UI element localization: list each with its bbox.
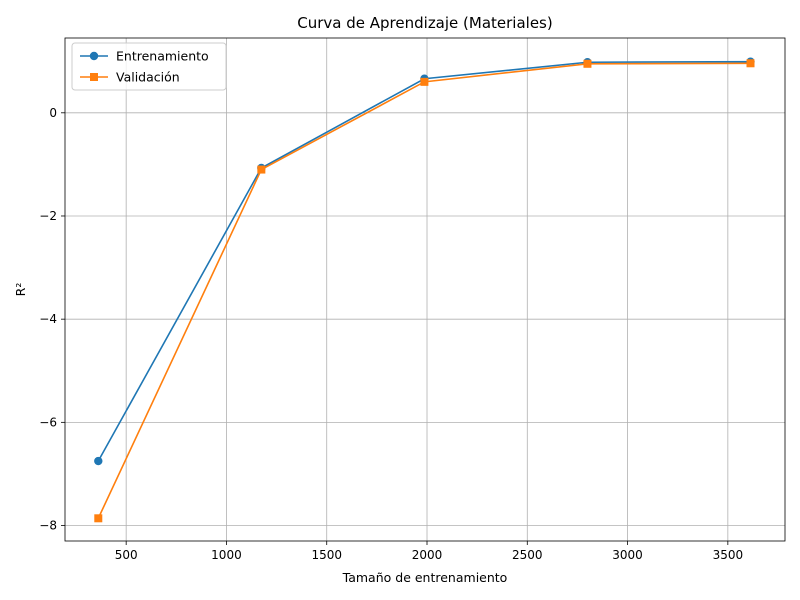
y-tick-label: −2 bbox=[39, 209, 57, 223]
legend: Entrenamiento Validación bbox=[71, 42, 227, 91]
y-axis-label: R² bbox=[13, 283, 28, 297]
legend-marker bbox=[90, 73, 98, 81]
data-point bbox=[94, 514, 103, 523]
chart-title: Curva de Aprendizaje (Materiales) bbox=[297, 14, 552, 32]
x-axis-ticks: 500 1000 1500 2000 2500 3000 3500 bbox=[115, 541, 743, 562]
y-tick-label: −4 bbox=[39, 312, 57, 326]
data-point bbox=[583, 59, 592, 68]
legend-marker bbox=[89, 51, 99, 61]
plot-frame bbox=[64, 37, 786, 542]
x-tick-label: 1000 bbox=[211, 548, 242, 562]
data-point bbox=[746, 59, 755, 68]
legend-box bbox=[71, 42, 227, 91]
y-tick-label: −6 bbox=[39, 415, 57, 429]
x-tick-label: 2500 bbox=[512, 548, 543, 562]
y-tick-label: 0 bbox=[49, 106, 57, 120]
series-layer bbox=[94, 57, 755, 523]
data-point bbox=[257, 165, 266, 174]
legend-label: Validación bbox=[116, 70, 180, 85]
x-tick-label: 2000 bbox=[412, 548, 443, 562]
data-point bbox=[94, 456, 103, 466]
grid-lines bbox=[65, 38, 785, 541]
x-tick-label: 1500 bbox=[311, 548, 342, 562]
x-tick-label: 500 bbox=[115, 548, 138, 562]
series-validacion bbox=[94, 59, 755, 523]
x-tick-label: 3000 bbox=[612, 548, 643, 562]
legend-label: Entrenamiento bbox=[116, 49, 209, 64]
legend-item: Validación bbox=[80, 70, 180, 85]
legend-item: Entrenamiento bbox=[80, 49, 209, 64]
x-axis-label: Tamaño de entrenamiento bbox=[342, 570, 508, 585]
y-tick-label: −8 bbox=[39, 519, 57, 533]
x-tick-label: 3500 bbox=[713, 548, 744, 562]
y-axis-ticks: −8 −6 −4 −2 0 bbox=[39, 106, 65, 533]
data-point bbox=[420, 77, 429, 86]
